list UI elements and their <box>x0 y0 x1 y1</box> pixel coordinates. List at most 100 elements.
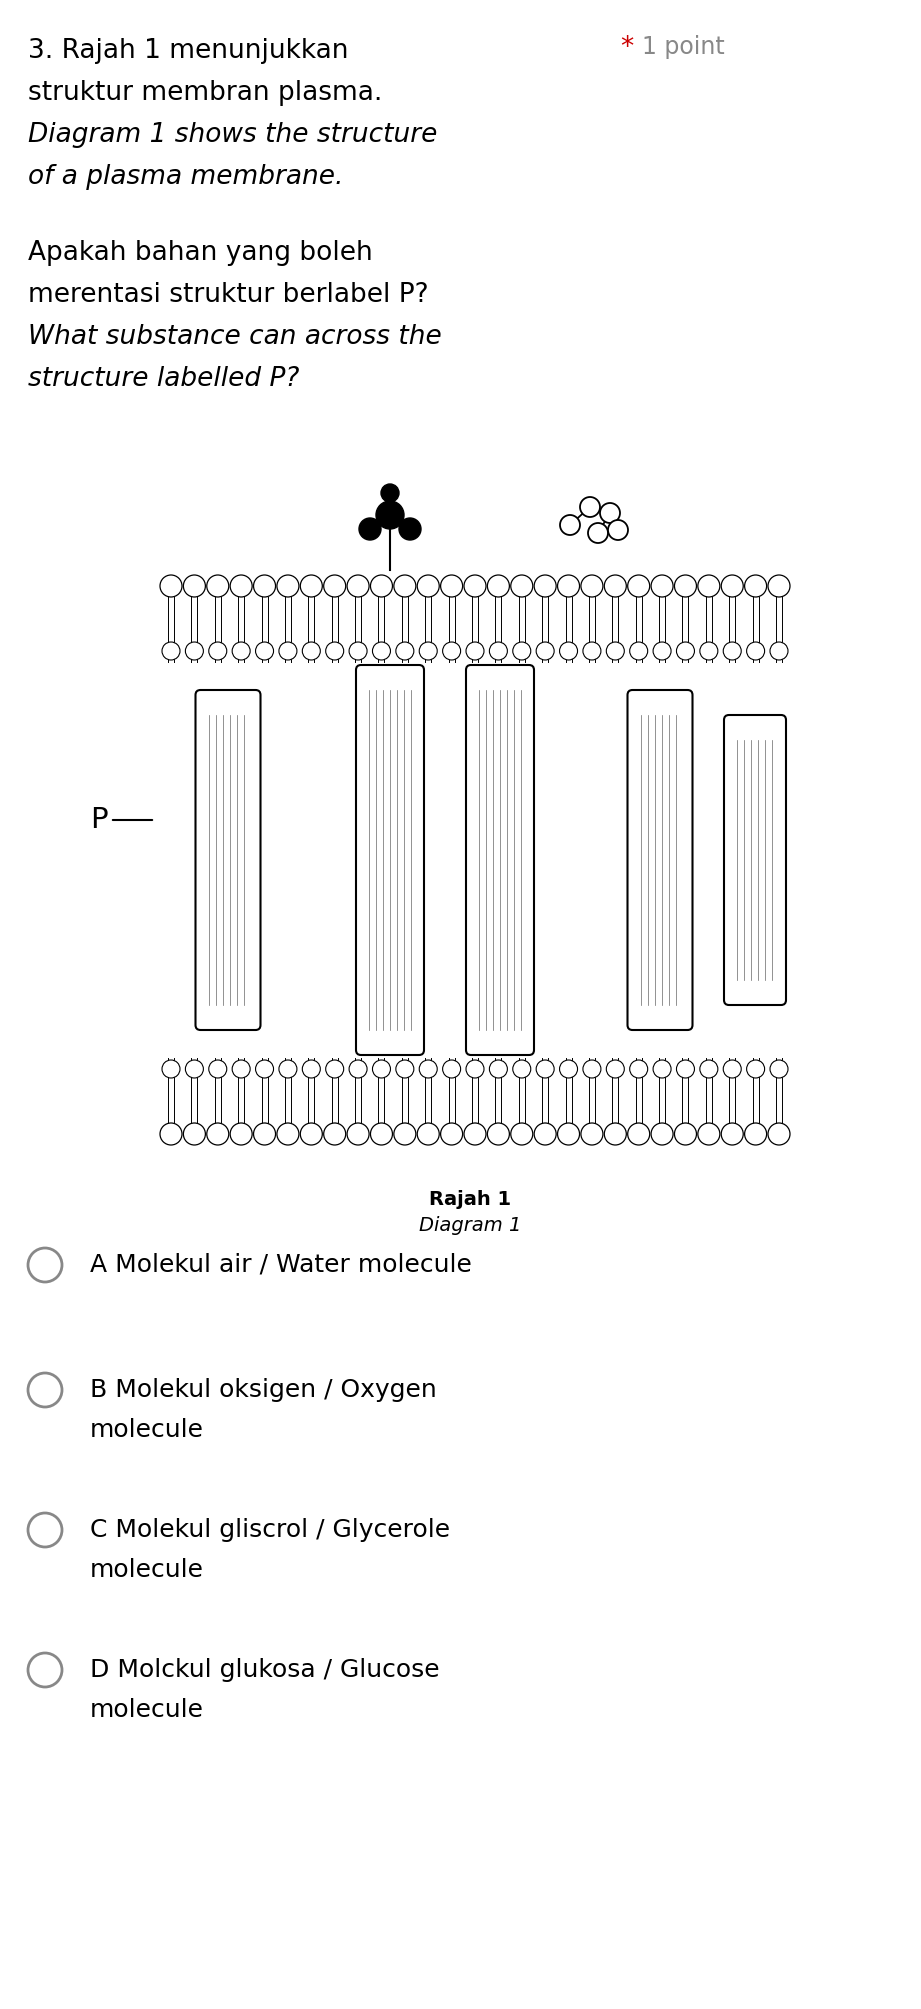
Circle shape <box>326 643 344 661</box>
Circle shape <box>277 1123 299 1145</box>
Circle shape <box>606 1061 624 1079</box>
Circle shape <box>744 575 766 597</box>
Circle shape <box>534 1123 556 1145</box>
Circle shape <box>440 1123 462 1145</box>
Circle shape <box>747 1061 764 1079</box>
Circle shape <box>489 1061 507 1079</box>
Circle shape <box>604 1123 626 1145</box>
Circle shape <box>581 575 603 597</box>
Circle shape <box>28 1653 62 1688</box>
Circle shape <box>300 1123 322 1145</box>
Circle shape <box>674 575 696 597</box>
Circle shape <box>536 643 554 661</box>
Circle shape <box>674 1123 696 1145</box>
Circle shape <box>370 1123 392 1145</box>
Circle shape <box>399 518 421 540</box>
Text: merentasi struktur berlabel P?: merentasi struktur berlabel P? <box>28 281 428 307</box>
Text: C Molekul gliscrol / Glycerole: C Molekul gliscrol / Glycerole <box>90 1519 450 1543</box>
Circle shape <box>396 643 414 661</box>
Circle shape <box>653 1061 671 1079</box>
Circle shape <box>372 1061 391 1079</box>
Circle shape <box>770 643 788 661</box>
Circle shape <box>255 643 274 661</box>
Circle shape <box>440 575 462 597</box>
Circle shape <box>209 1061 227 1079</box>
Circle shape <box>513 643 530 661</box>
Circle shape <box>394 1123 416 1145</box>
Circle shape <box>417 575 439 597</box>
Circle shape <box>349 643 367 661</box>
Circle shape <box>560 1061 577 1079</box>
Circle shape <box>630 643 647 661</box>
Circle shape <box>700 643 717 661</box>
Circle shape <box>723 643 741 661</box>
Circle shape <box>536 1061 554 1079</box>
Circle shape <box>581 1123 603 1145</box>
Circle shape <box>347 575 369 597</box>
Circle shape <box>698 575 720 597</box>
Circle shape <box>600 502 620 522</box>
Circle shape <box>676 1061 694 1079</box>
Text: of a plasma membrane.: of a plasma membrane. <box>28 165 344 191</box>
Circle shape <box>394 575 416 597</box>
Circle shape <box>230 1123 252 1145</box>
Circle shape <box>628 1123 649 1145</box>
FancyBboxPatch shape <box>627 689 693 1031</box>
Text: What substance can across the: What substance can across the <box>28 323 442 350</box>
Circle shape <box>583 643 600 661</box>
Circle shape <box>209 643 227 661</box>
Text: molecule: molecule <box>90 1418 204 1442</box>
Circle shape <box>534 575 556 597</box>
Text: 1 point: 1 point <box>642 34 725 58</box>
Circle shape <box>381 484 399 502</box>
Circle shape <box>419 643 437 661</box>
Circle shape <box>162 643 180 661</box>
FancyBboxPatch shape <box>356 665 424 1055</box>
Circle shape <box>253 1123 275 1145</box>
Circle shape <box>279 643 297 661</box>
Circle shape <box>630 1061 647 1079</box>
Circle shape <box>721 575 743 597</box>
FancyBboxPatch shape <box>724 715 786 1004</box>
Circle shape <box>323 575 345 597</box>
Circle shape <box>185 643 204 661</box>
Circle shape <box>370 575 392 597</box>
Circle shape <box>300 575 322 597</box>
Text: 3. Rajah 1 menunjukkan: 3. Rajah 1 menunjukkan <box>28 38 348 64</box>
Circle shape <box>557 575 579 597</box>
Circle shape <box>653 643 671 661</box>
Circle shape <box>651 1123 673 1145</box>
Circle shape <box>302 643 321 661</box>
Circle shape <box>443 1061 460 1079</box>
Circle shape <box>744 1123 766 1145</box>
Circle shape <box>207 575 228 597</box>
Circle shape <box>676 643 694 661</box>
Text: Apakah bahan yang boleh: Apakah bahan yang boleh <box>28 239 373 265</box>
FancyBboxPatch shape <box>466 665 534 1055</box>
Circle shape <box>162 1061 180 1079</box>
Circle shape <box>580 496 600 516</box>
Circle shape <box>464 1123 486 1145</box>
Circle shape <box>185 1061 204 1079</box>
Circle shape <box>560 514 580 534</box>
Circle shape <box>359 518 381 540</box>
Circle shape <box>232 1061 251 1079</box>
Text: struktur membran plasma.: struktur membran plasma. <box>28 80 382 106</box>
Circle shape <box>160 575 182 597</box>
Circle shape <box>419 1061 437 1079</box>
Circle shape <box>608 520 628 540</box>
Circle shape <box>253 575 275 597</box>
Text: *: * <box>620 34 634 60</box>
Circle shape <box>323 1123 345 1145</box>
Circle shape <box>723 1061 741 1079</box>
Circle shape <box>417 1123 439 1145</box>
Text: P: P <box>90 806 108 834</box>
Circle shape <box>606 643 624 661</box>
Circle shape <box>768 1123 790 1145</box>
Circle shape <box>487 1123 509 1145</box>
Circle shape <box>464 575 486 597</box>
Circle shape <box>768 575 790 597</box>
Circle shape <box>230 575 252 597</box>
Circle shape <box>326 1061 344 1079</box>
Circle shape <box>511 575 532 597</box>
